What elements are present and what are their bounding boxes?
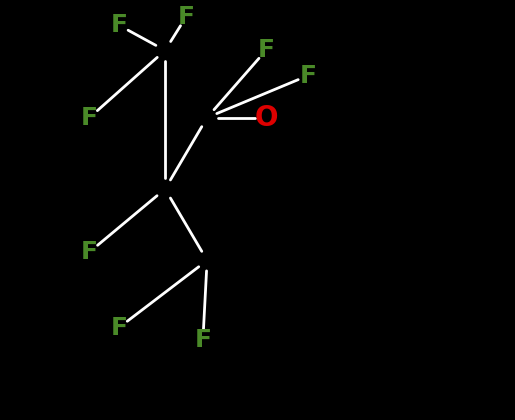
Text: O: O [254, 104, 278, 131]
Text: F: F [178, 5, 195, 29]
Text: F: F [258, 38, 274, 63]
Text: F: F [81, 105, 98, 130]
Text: F: F [110, 13, 127, 37]
Text: F: F [81, 240, 98, 264]
Text: F: F [299, 63, 316, 88]
Text: F: F [110, 315, 127, 340]
Text: F: F [194, 328, 211, 352]
